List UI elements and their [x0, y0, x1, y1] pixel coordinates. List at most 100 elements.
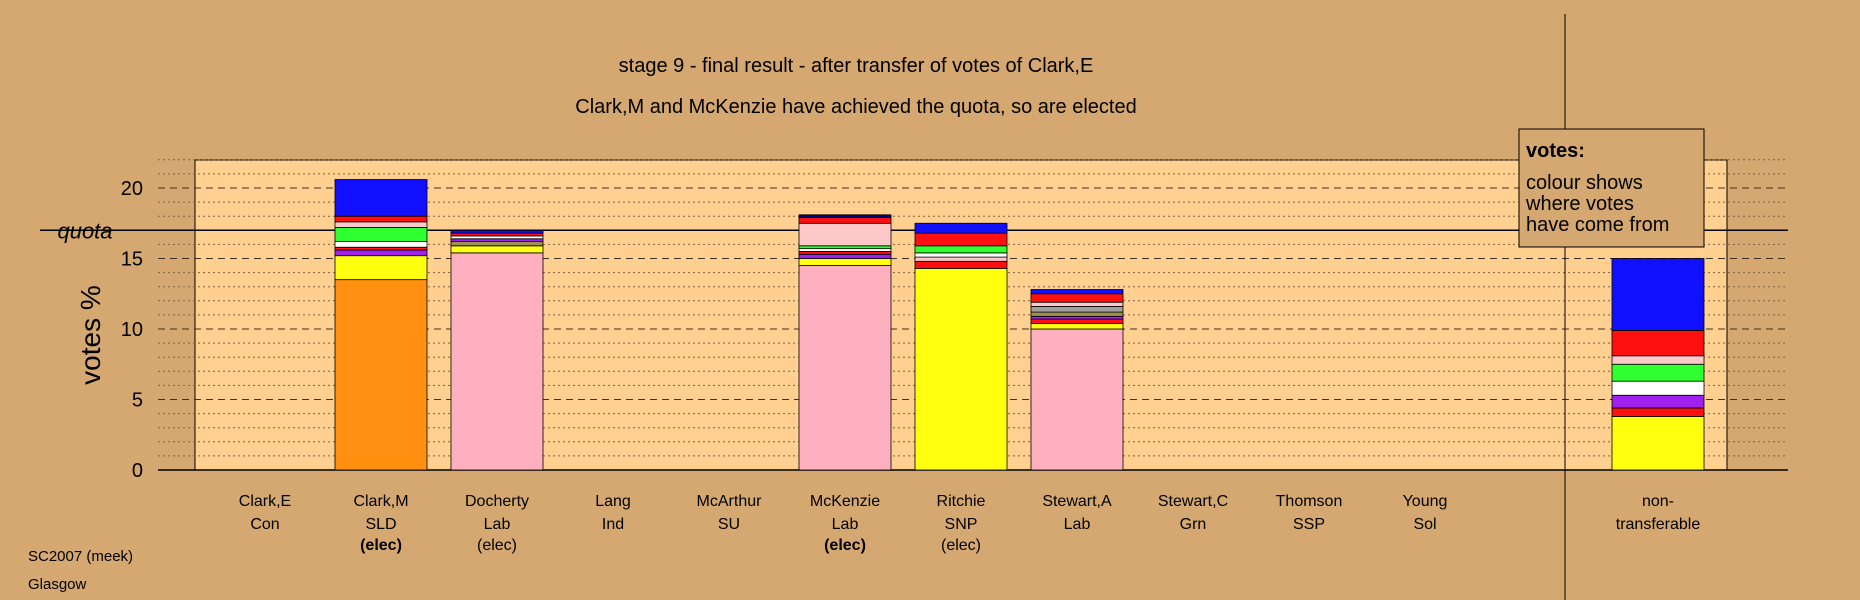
- candidate-name: Stewart,C: [1158, 493, 1228, 510]
- quota-label: quota: [57, 218, 112, 243]
- candidate-name: Clark,M: [353, 493, 408, 510]
- y-tick-label: 0: [132, 460, 143, 482]
- candidate-party: Grn: [1180, 516, 1207, 533]
- bar-segment: [1611, 330, 1705, 357]
- bar: [914, 222, 1008, 471]
- candidate-party: SNP: [945, 516, 978, 533]
- bar-segment: [1611, 258, 1705, 331]
- bar-segment: [914, 267, 1008, 471]
- bar-segment: [1030, 322, 1124, 330]
- candidate-name: McArthur: [697, 493, 763, 510]
- candidate-party: Lab: [1064, 516, 1091, 533]
- nontransferable-label-line2: transferable: [1616, 516, 1701, 533]
- y-axis: 0 5 10 15 20: [121, 178, 143, 482]
- legend: votes: colour shows where votes have com…: [1518, 128, 1705, 248]
- bar-segment: [1611, 380, 1705, 396]
- bar-segment: [450, 245, 544, 254]
- bar-segment: [798, 214, 892, 219]
- bar-segment: [334, 249, 428, 257]
- candidate-name: Clark,E: [239, 493, 291, 510]
- candidate-name: Ritchie: [937, 493, 986, 510]
- bar-segment: [914, 232, 1008, 247]
- bar-segment: [1611, 355, 1705, 365]
- x-labels: Clark,E Con Clark,M SLD (elec) Docherty Lab (el…: [239, 493, 1701, 554]
- bar-segment: [1030, 315, 1124, 320]
- chart-subtitle: Clark,M and McKenzie have achieved the q…: [575, 96, 1136, 118]
- bar-segment: [1030, 293, 1124, 303]
- candidate-name: Young: [1403, 493, 1448, 510]
- bar: [450, 229, 544, 471]
- candidate-party: Lab: [832, 516, 859, 533]
- bar-segment: [798, 258, 892, 266]
- bar: [798, 214, 892, 471]
- bar-segment: [334, 241, 428, 248]
- bar-segment: [1030, 289, 1124, 295]
- candidate-name: Lang: [595, 493, 631, 510]
- candidate-name: McKenzie: [810, 493, 880, 510]
- y-tick-label: 5: [132, 390, 143, 412]
- candidate-status: (elec): [824, 537, 866, 554]
- legend-line-3: have come from: [1526, 214, 1669, 236]
- bar-segment: [914, 245, 1008, 254]
- candidate-party: Con: [250, 516, 279, 533]
- bar-segment: [914, 252, 1008, 258]
- bar-segment: [798, 251, 892, 255]
- y-tick-label: 15: [121, 249, 143, 271]
- bar-segment: [798, 248, 892, 252]
- bar-segment: [798, 265, 892, 471]
- candidate-status: (elec): [477, 537, 517, 554]
- bar-segment: [914, 260, 1008, 269]
- candidate-status: (elec): [941, 537, 981, 554]
- bar-segment: [450, 235, 544, 240]
- bar-segment: [450, 252, 544, 471]
- bar-segment: [914, 256, 1008, 262]
- bar-segment: [334, 246, 428, 251]
- bars: [334, 179, 1705, 471]
- bar-segment: [1030, 301, 1124, 307]
- bar-segment: [798, 217, 892, 224]
- legend-box: [1518, 128, 1705, 248]
- bar: [334, 179, 428, 471]
- bar-segment: [798, 253, 892, 259]
- bar-segment: [1611, 363, 1705, 382]
- bar-segment: [798, 222, 892, 247]
- candidate-party: Sol: [1413, 516, 1436, 533]
- bar-segment: [450, 241, 544, 247]
- candidate-party: Ind: [602, 516, 624, 533]
- bar-segment: [334, 255, 428, 281]
- y-axis-label: votes %: [75, 285, 106, 385]
- y-tick-label: 20: [121, 178, 143, 200]
- bar-segment: [1030, 311, 1124, 317]
- candidate-party: Lab: [484, 516, 511, 533]
- legend-title: votes:: [1526, 140, 1585, 162]
- bar-segment: [1611, 416, 1705, 471]
- bar-segment: [914, 222, 1008, 234]
- candidate-name: Thomson: [1276, 493, 1343, 510]
- bar-segment: [450, 232, 544, 237]
- nontransferable-bar: [1611, 258, 1705, 471]
- bar-segment: [450, 229, 544, 234]
- bar-segment: [450, 238, 544, 242]
- bar-segment: [334, 221, 428, 228]
- candidate-party: SLD: [365, 516, 396, 533]
- bar-segment: [1030, 318, 1124, 324]
- candidate-name: Docherty: [465, 493, 529, 510]
- bar-segment: [798, 245, 892, 250]
- footer-region: Glasgow: [28, 576, 87, 593]
- legend-line-2: where votes: [1525, 193, 1634, 215]
- nontransferable-label-line1: non-: [1642, 493, 1674, 510]
- chart-title: stage 9 - final result - after transfer …: [619, 55, 1094, 77]
- bar: [1030, 289, 1124, 471]
- bar-segment: [1611, 407, 1705, 417]
- footer-election: SC2007 (meek): [28, 548, 133, 565]
- bar-segment: [1030, 306, 1124, 313]
- candidate-party: SSP: [1293, 516, 1325, 533]
- bar-segment: [334, 227, 428, 242]
- bar-segment: [334, 215, 428, 223]
- bar-segment: [334, 279, 428, 471]
- bar-segment: [1030, 328, 1124, 471]
- legend-line-1: colour shows: [1526, 172, 1643, 194]
- bar-segment: [334, 179, 428, 217]
- candidate-party: SU: [718, 516, 740, 533]
